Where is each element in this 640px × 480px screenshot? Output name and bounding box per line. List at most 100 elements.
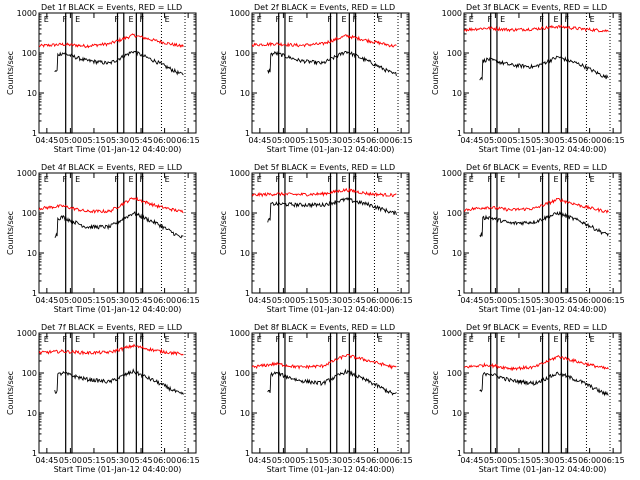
panel-title: Det 5f BLACK = Events, RED = LLD	[254, 163, 395, 172]
x-tick-label: 05:15	[507, 456, 530, 465]
interval-label: E	[590, 175, 595, 184]
y-tick-label: 100	[447, 209, 462, 218]
x-axis-label: Start Time (01-Jan-12 04:40:00)	[479, 465, 607, 474]
series-events-line	[479, 210, 609, 238]
panel-title: Det 1f BLACK = Events, RED = LLD	[41, 3, 182, 12]
series-events-line	[267, 50, 397, 76]
interval-band	[116, 332, 125, 454]
interval-band	[135, 172, 144, 294]
interval-label: E	[165, 175, 170, 184]
series-lld-line	[39, 196, 184, 214]
panel-title: Det 3f BLACK = Events, RED = LLD	[466, 3, 607, 12]
y-tick-label: 1	[32, 289, 37, 298]
x-axis-label: Start Time (01-Jan-12 04:40:00)	[479, 145, 607, 154]
interval-band	[329, 172, 338, 294]
x-tick-label: 05:00	[484, 296, 507, 305]
y-tick-label: 10	[240, 249, 250, 258]
x-tick-label: 05:15	[295, 136, 318, 145]
y-axis-label: Counts/sec	[6, 371, 15, 415]
interval-label: F	[63, 15, 68, 24]
x-tick-label: 06:00	[153, 296, 176, 305]
interval-label: E	[341, 175, 346, 184]
interval-label: E	[590, 15, 595, 24]
interval-label: F	[488, 335, 493, 344]
x-tick-label: 06:15	[390, 136, 413, 145]
y-tick-label: 1000	[442, 329, 462, 338]
interval-label: E	[75, 15, 80, 24]
interval-band	[490, 332, 498, 454]
y-axis-label: Counts/sec	[219, 211, 228, 255]
series-lld-line	[252, 187, 397, 198]
y-tick-label: 1	[245, 289, 250, 298]
interval-label: F	[327, 15, 332, 24]
x-tick-label: 05:30	[106, 296, 129, 305]
x-tick-label: 05:45	[130, 456, 153, 465]
x-tick-label: 05:15	[82, 296, 105, 305]
x-tick-label: 05:45	[343, 296, 366, 305]
x-tick-label: 05:00	[272, 136, 295, 145]
interval-label: E	[500, 335, 505, 344]
interval-label: F	[539, 335, 544, 344]
interval-label: F	[564, 15, 569, 24]
panel-det-9: Det 9f BLACK = Events, RED = LLD 1 10 100 10…	[431, 323, 625, 474]
x-axis-label: Start Time (01-Jan-12 04:40:00)	[479, 305, 607, 314]
y-tick-label: 100	[235, 49, 250, 58]
x-tick-label: 05:45	[555, 136, 578, 145]
x-tick-label: 04:45	[35, 296, 58, 305]
interval-band	[560, 12, 569, 134]
interval-label: F	[488, 15, 493, 24]
x-tick-label: 05:45	[343, 456, 366, 465]
x-tick-label: 05:30	[319, 456, 342, 465]
interval-label: E	[590, 335, 595, 344]
x-tick-label: 06:15	[602, 456, 625, 465]
x-tick-label: 06:00	[366, 296, 389, 305]
x-tick-label: 05:00	[59, 456, 82, 465]
series-events-line	[54, 368, 184, 395]
interval-band	[278, 172, 286, 294]
x-tick-label: 05:00	[59, 136, 82, 145]
interval-label: F	[114, 335, 119, 344]
interval-band	[348, 332, 357, 454]
panel-title: Det 7f BLACK = Events, RED = LLD	[41, 323, 182, 332]
x-tick-label: 05:45	[130, 136, 153, 145]
interval-label: E	[75, 175, 80, 184]
x-tick-label: 05:45	[343, 136, 366, 145]
interval-label: E	[288, 175, 293, 184]
y-tick-label: 1	[32, 449, 37, 458]
x-tick-label: 06:15	[177, 456, 200, 465]
x-tick-label: 06:15	[602, 296, 625, 305]
x-tick-label: 04:45	[460, 136, 483, 145]
x-tick-label: 05:30	[319, 136, 342, 145]
y-axis-label: Counts/sec	[431, 211, 440, 255]
y-tick-label: 100	[22, 49, 37, 58]
y-tick-label: 10	[27, 89, 37, 98]
interval-label: E	[469, 15, 474, 24]
series-lld-line	[464, 197, 609, 214]
interval-label: E	[288, 15, 293, 24]
interval-label: E	[257, 175, 262, 184]
y-tick-label: 10	[452, 89, 462, 98]
panel-title: Det 8f BLACK = Events, RED = LLD	[254, 323, 395, 332]
panel-title: Det 6f BLACK = Events, RED = LLD	[466, 163, 607, 172]
interval-label: F	[564, 335, 569, 344]
y-tick-label: 1000	[442, 9, 462, 18]
interval-band	[65, 12, 73, 134]
y-tick-label: 1000	[230, 329, 250, 338]
x-axis-label: Start Time (01-Jan-12 04:40:00)	[54, 145, 182, 154]
x-tick-label: 05:15	[507, 136, 530, 145]
interval-label: E	[378, 15, 383, 24]
x-tick-label: 06:00	[578, 136, 601, 145]
x-axis-label: Start Time (01-Jan-12 04:40:00)	[267, 145, 395, 154]
x-axis-label: Start Time (01-Jan-12 04:40:00)	[54, 465, 182, 474]
interval-band	[541, 12, 550, 134]
x-tick-label: 06:15	[390, 456, 413, 465]
interval-label: F	[139, 15, 144, 24]
y-axis-label: Counts/sec	[431, 51, 440, 95]
y-tick-label: 10	[27, 409, 37, 418]
y-tick-label: 1000	[17, 9, 37, 18]
x-tick-label: 04:45	[248, 296, 271, 305]
series-lld-line	[252, 34, 397, 48]
interval-band	[541, 172, 550, 294]
series-lld-line	[464, 24, 609, 33]
